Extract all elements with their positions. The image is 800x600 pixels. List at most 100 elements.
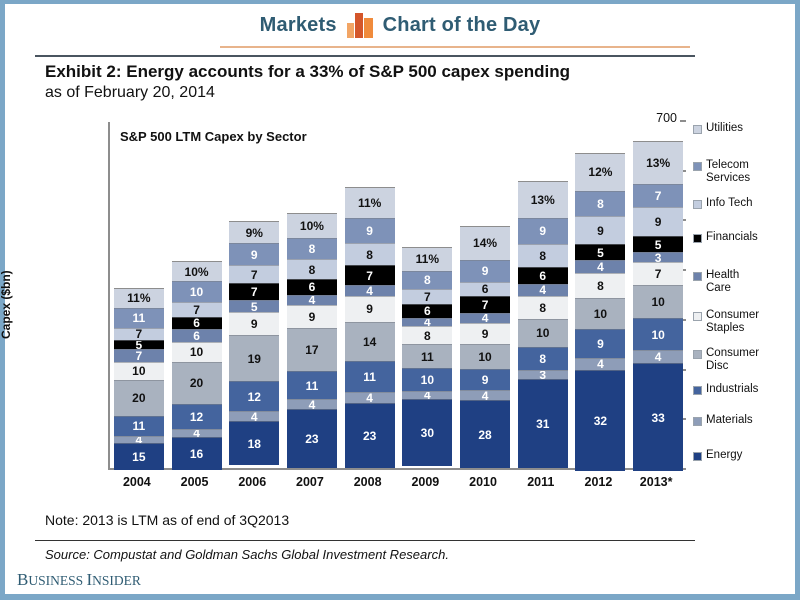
bar-segment[interactable]: 5 <box>575 244 626 260</box>
legend-item[interactable]: Consumer Disc <box>693 347 759 373</box>
legend-item[interactable]: Info Tech <box>693 197 752 210</box>
bar-segment[interactable]: 17 <box>286 327 337 372</box>
bar-segment[interactable]: 7 <box>402 288 453 305</box>
bar-segment[interactable]: 4 <box>575 357 626 371</box>
bar-segment[interactable]: 4 <box>344 391 395 404</box>
bar-segment[interactable]: 11% <box>344 186 395 218</box>
stacked-bar[interactable]: 10% 8 8 6 4 9 17 11 4 23 <box>286 212 337 468</box>
bar-segment[interactable]: 4 <box>517 284 568 296</box>
bar-segment[interactable]: 6 <box>460 281 511 297</box>
bar-segment[interactable]: 11 <box>402 344 453 369</box>
bar-segment[interactable]: 9 <box>575 329 626 358</box>
bar-segment[interactable]: 7 <box>229 282 280 300</box>
bar-segment[interactable]: 14% <box>460 225 511 260</box>
bar-segment[interactable]: 20 <box>171 362 222 404</box>
bar-segment[interactable]: 9 <box>229 312 280 335</box>
bar-segment[interactable]: 11% <box>402 246 453 272</box>
stacked-bar[interactable]: 9% 9 7 7 5 9 19 12 4 18 <box>229 220 280 468</box>
bar-segment[interactable]: 12 <box>229 381 280 412</box>
bar-segment[interactable]: 12 <box>171 403 222 429</box>
bar-segment[interactable]: 8 <box>517 295 568 319</box>
bar-segment[interactable]: 9 <box>633 206 684 237</box>
bar-segment[interactable]: 7 <box>229 265 280 283</box>
bar-segment[interactable]: 5 <box>633 236 684 253</box>
bar-segment[interactable]: 10 <box>633 317 684 351</box>
bar-segment[interactable]: 7 <box>113 327 164 341</box>
bar-segment[interactable]: 28 <box>460 400 511 468</box>
bar-segment[interactable]: 32 <box>575 370 626 472</box>
bar-segment[interactable]: 6 <box>171 329 222 342</box>
bar-segment[interactable]: 8 <box>575 272 626 298</box>
bar-segment[interactable]: 10 <box>171 341 222 363</box>
bar-segment[interactable]: 8 <box>517 347 568 371</box>
bar-segment[interactable]: 9 <box>517 218 568 244</box>
bar-segment[interactable]: 11 <box>286 371 337 400</box>
bar-segment[interactable]: 4 <box>633 350 684 364</box>
legend-item[interactable]: Health Care <box>693 269 739 295</box>
bar-segment[interactable]: 10 <box>460 344 511 369</box>
bar-segment[interactable]: 10 <box>402 368 453 391</box>
bar-segment[interactable]: 6 <box>402 304 453 318</box>
bar-segment[interactable]: 19 <box>229 334 280 382</box>
bar-segment[interactable]: 6 <box>286 279 337 295</box>
bar-segment[interactable]: 4 <box>402 390 453 400</box>
bar-segment[interactable]: 31 <box>517 378 568 468</box>
bar-segment[interactable]: 13% <box>633 141 684 184</box>
bar-segment[interactable]: 7 <box>633 183 684 207</box>
bar-segment[interactable]: 8 <box>344 242 395 266</box>
bar-segment[interactable]: 7 <box>113 349 164 362</box>
bar-segment[interactable]: 7 <box>171 302 222 317</box>
bar-segment[interactable]: 4 <box>402 317 453 327</box>
bar-segment[interactable]: 10 <box>517 318 568 348</box>
bar-segment[interactable]: 9 <box>344 217 395 243</box>
bar-segment[interactable]: 11 <box>344 361 395 392</box>
legend-item[interactable]: Telecom Services <box>693 159 750 185</box>
legend-item[interactable]: Consumer Staples <box>693 309 759 335</box>
bar-segment[interactable]: 4 <box>171 428 222 437</box>
bar-segment[interactable]: 6 <box>171 316 222 330</box>
bar-segment[interactable]: 9 <box>460 368 511 391</box>
bar-segment[interactable]: 7 <box>633 262 684 286</box>
bar-segment[interactable]: 9 <box>229 243 280 266</box>
legend-item[interactable]: Energy <box>693 449 742 462</box>
bar-segment[interactable]: 5 <box>229 299 280 313</box>
bar-segment[interactable]: 8 <box>402 326 453 345</box>
stacked-bar[interactable]: 11% 8 7 6 4 8 11 10 4 30 <box>402 246 453 468</box>
bar-segment[interactable]: 10 <box>633 285 684 318</box>
bar-segment[interactable]: 4 <box>460 390 511 401</box>
bar-segment[interactable]: 5 <box>113 340 164 350</box>
bar-segment[interactable]: 8 <box>402 271 453 289</box>
bar-segment[interactable]: 9 <box>460 259 511 282</box>
bar-segment[interactable]: 9 <box>460 322 511 345</box>
bar-segment[interactable]: 4 <box>229 411 280 421</box>
stacked-bar[interactable]: 10% 10 7 6 6 10 20 12 4 16 <box>171 260 222 470</box>
bar-segment[interactable]: 9 <box>575 215 626 245</box>
bar-segment[interactable]: 8 <box>286 258 337 280</box>
bar-segment[interactable]: 4 <box>460 313 511 323</box>
bar-segment[interactable]: 9 <box>286 304 337 328</box>
bar-segment[interactable]: 10 <box>171 281 222 303</box>
stacked-bar[interactable]: 11% 9 8 7 4 9 14 11 4 23 <box>344 186 395 468</box>
bar-segment[interactable]: 4 <box>286 294 337 305</box>
bar-segment[interactable]: 9% <box>229 220 280 244</box>
bar-segment[interactable]: 33 <box>633 363 684 472</box>
stacked-bar[interactable]: 12% 8 9 5 4 8 10 9 4 32 <box>575 152 626 472</box>
bar-segment[interactable]: 30 <box>402 399 453 466</box>
legend-item[interactable]: Utilities <box>693 122 743 135</box>
bar-segment[interactable]: 4 <box>575 259 626 273</box>
bar-segment[interactable]: 3 <box>517 370 568 379</box>
stacked-bar[interactable]: 13% 9 8 6 4 8 10 8 3 31 <box>517 180 568 468</box>
bar-segment[interactable]: 11 <box>113 415 164 436</box>
legend-item[interactable]: Financials <box>693 231 758 244</box>
bar-segment[interactable]: 4 <box>286 399 337 410</box>
bar-segment[interactable]: 11% <box>113 288 164 308</box>
bar-segment[interactable]: 14 <box>344 321 395 362</box>
legend-item[interactable]: Industrials <box>693 383 758 396</box>
bar-segment[interactable]: 12% <box>575 152 626 191</box>
bar-segment[interactable]: 3 <box>633 252 684 263</box>
bar-segment[interactable]: 20 <box>113 379 164 416</box>
bar-segment[interactable]: 23 <box>344 403 395 468</box>
bar-segment[interactable]: 15 <box>113 442 164 470</box>
bar-segment[interactable]: 10 <box>575 297 626 330</box>
bar-segment[interactable]: 16 <box>171 436 222 470</box>
